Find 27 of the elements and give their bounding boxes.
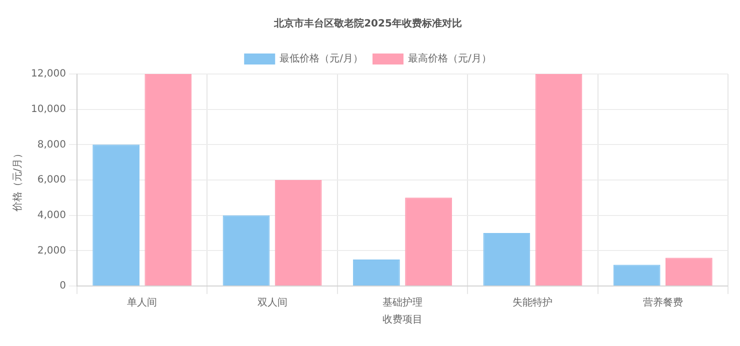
legend-label: 最低价格（元/月） [280, 52, 364, 65]
bar [535, 74, 582, 286]
y-tick-label: 2,000 [37, 245, 66, 256]
bar [483, 233, 530, 286]
x-tick-label: 单人间 [127, 296, 158, 309]
y-tick-label: 4,000 [37, 210, 66, 221]
x-tick-label: 双人间 [257, 296, 288, 309]
bar [222, 215, 270, 286]
bar [613, 264, 660, 286]
x-axis-title: 收费项目 [382, 314, 422, 326]
x-tick-label: 失能特护 [512, 296, 553, 309]
bar [405, 198, 452, 286]
x-tick-label: 基础护理 [382, 296, 422, 309]
y-tick-label: 12,000 [30, 68, 66, 80]
y-tick-label: 0 [60, 280, 66, 292]
x-tick-label: 营养餐费 [642, 296, 683, 309]
legend-label: 最高价格（元/月） [408, 52, 492, 65]
y-tick-label: 10,000 [30, 104, 66, 115]
bar [666, 258, 712, 286]
bar [144, 74, 192, 286]
y-tick-label: 8,000 [37, 139, 66, 150]
bar [353, 260, 400, 286]
y-tick-label: 6,000 [37, 174, 66, 186]
bar [274, 180, 322, 286]
chart-title: 北京市丰台区敬老院2025年收费标准对比 [273, 18, 462, 30]
bar [92, 144, 140, 286]
y-axis-title: 价格（元/月） [12, 148, 24, 213]
